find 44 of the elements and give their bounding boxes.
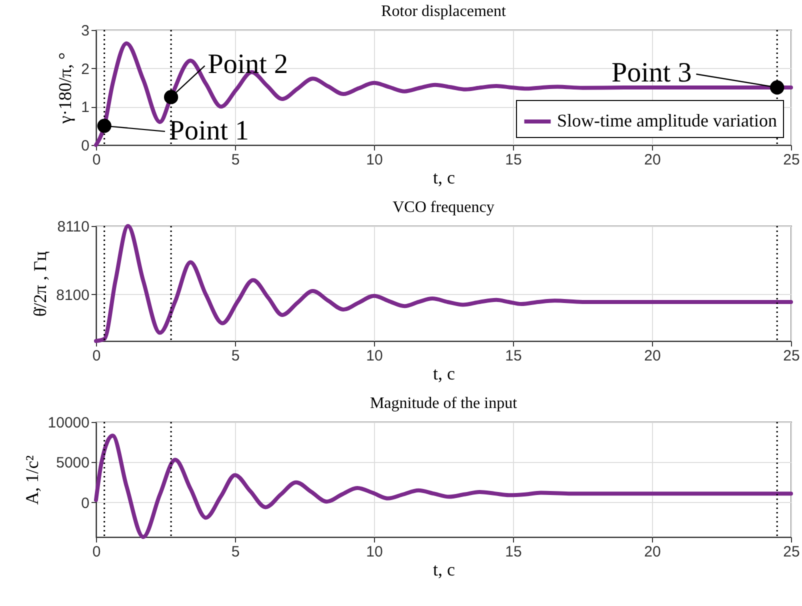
x-tick-label: 10 bbox=[366, 348, 383, 364]
point bbox=[770, 80, 784, 95]
y-tick-label: 8100 bbox=[56, 286, 90, 304]
x-tick-label: 0 bbox=[92, 152, 101, 168]
x-tick-label: 20 bbox=[644, 152, 661, 168]
x-tick-label: 15 bbox=[505, 152, 522, 168]
y-tick-label: 0 bbox=[81, 138, 90, 154]
x-tick-label: 5 bbox=[231, 152, 240, 168]
x-tick-label: 5 bbox=[231, 544, 240, 560]
y-axis-title: A, 1/c² bbox=[22, 455, 42, 505]
point bbox=[164, 90, 178, 104]
legend-label: Slow-time amplitude variation bbox=[557, 110, 777, 130]
x-tick-label: 25 bbox=[783, 152, 800, 168]
x-axis-title: t, c bbox=[433, 168, 455, 188]
y-tick-label: 10000 bbox=[48, 414, 90, 432]
x-tick-label: 20 bbox=[644, 544, 661, 560]
y-tick-label: 1 bbox=[81, 99, 90, 116]
x-tick-label: 15 bbox=[505, 544, 522, 560]
x-axis-title: t, c bbox=[433, 364, 455, 384]
annotation: Point 3 bbox=[612, 58, 692, 89]
line-series bbox=[94, 224, 793, 343]
annotation: Point 2 bbox=[208, 48, 288, 80]
x-tick-label: 0 bbox=[92, 348, 101, 364]
x-tick-label: 25 bbox=[783, 348, 800, 364]
y-tick-label: 5000 bbox=[56, 454, 90, 472]
x-tick-label: 0 bbox=[92, 544, 101, 560]
y-tick-label: 3 bbox=[81, 22, 90, 40]
annotation: Point 1 bbox=[168, 116, 250, 147]
y-tick-label: 0 bbox=[81, 494, 90, 512]
chart-title: VCO frequency bbox=[392, 199, 494, 216]
x-tick-label: 5 bbox=[231, 348, 240, 364]
y-tick-label: 2 bbox=[81, 60, 90, 78]
x-tick-label: 20 bbox=[644, 348, 661, 364]
x-tick-label: 25 bbox=[783, 544, 800, 560]
y-tick-label: 8110 bbox=[57, 218, 90, 236]
x-tick-label: 15 bbox=[505, 348, 522, 364]
x-tick-label: 10 bbox=[366, 152, 383, 168]
point bbox=[97, 118, 112, 133]
chart-title: Rotor displacement bbox=[381, 3, 506, 20]
chart-title: Magnitude of the input bbox=[370, 395, 518, 412]
x-tick-label: 10 bbox=[366, 544, 383, 560]
y-axis-title: θ̇/2π , Гц bbox=[30, 251, 50, 317]
x-axis-title: t, c bbox=[433, 560, 455, 580]
y-axis-title: γ·180/π, ° bbox=[55, 52, 76, 125]
